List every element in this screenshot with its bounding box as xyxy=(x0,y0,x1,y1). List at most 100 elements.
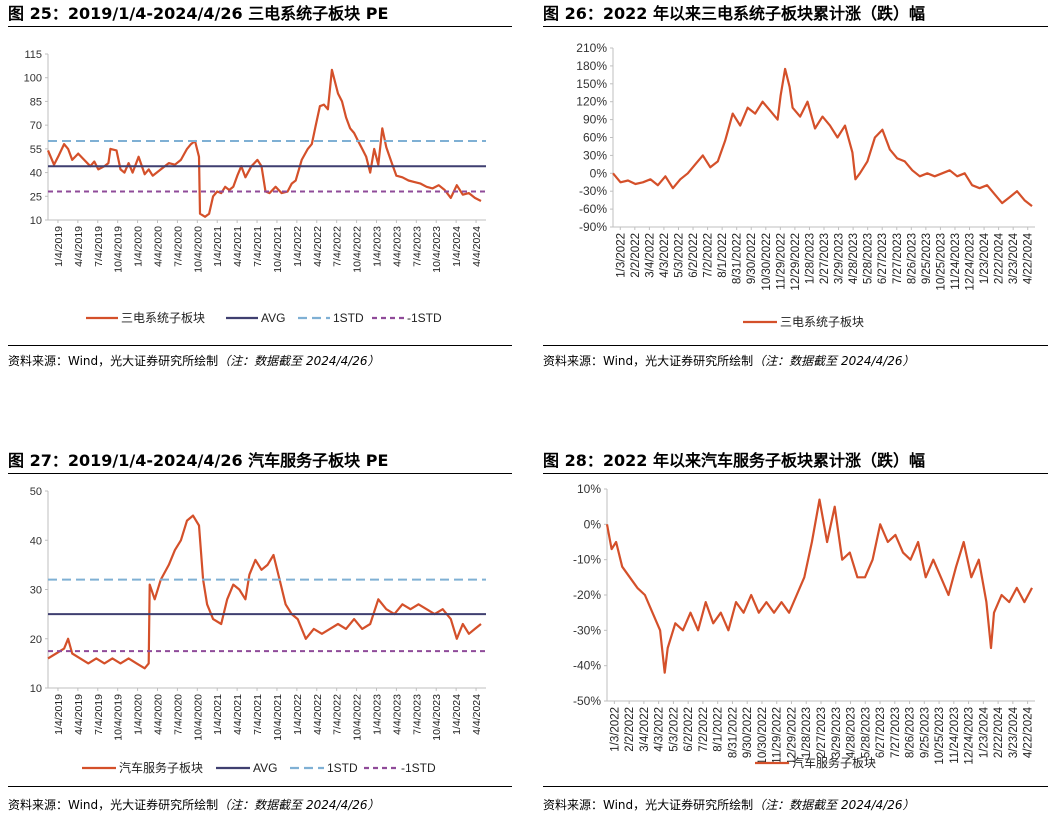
x-tick-label: 2/22/2024 xyxy=(993,706,1005,758)
x-tick-label: 4/4/2020 xyxy=(153,694,165,735)
x-tick-label: 7/4/2019 xyxy=(93,226,105,267)
x-tick-label: 2/2/2022 xyxy=(624,707,636,752)
figure-28-panel: 图 28：2022 年以来汽车服务子板块累计涨（跌）幅 10% 0% -10% -20… xyxy=(543,447,1048,819)
figure-28-title: 图 28：2022 年以来汽车服务子板块累计涨（跌）幅 xyxy=(543,451,925,470)
y-tick-label: -60% xyxy=(579,202,607,216)
x-tick-label: 7/2/2022 xyxy=(698,707,710,752)
x-tick-label: 4/4/2021 xyxy=(232,226,244,267)
x-tick-label: 10/25/2023 xyxy=(935,233,947,291)
x-tick-label: 6/2/2022 xyxy=(683,707,695,752)
x-tick-label: 7/4/2021 xyxy=(252,226,264,267)
source-text: 资料来源：Wind，光大证券研究所绘制 xyxy=(543,798,754,812)
title-rule xyxy=(8,26,512,27)
x-tick-label: 3/4/2022 xyxy=(644,233,656,278)
x-tick-label: 7/2/2022 xyxy=(703,233,715,278)
x-tick-label: 8/26/2023 xyxy=(905,707,917,758)
x-tick-label: 4/4/2020 xyxy=(153,226,165,267)
x-tick-label: 10/4/2020 xyxy=(192,694,204,741)
source-text: 资料来源：Wind，光大证券研究所绘制 xyxy=(543,354,754,368)
x-tick-label: 10/4/2021 xyxy=(272,226,284,273)
legend-label: 1STD xyxy=(327,761,358,775)
y-tick-label: 25 xyxy=(30,191,42,203)
figure-28-source: 资料来源：Wind，光大证券研究所绘制（注：数据截至 2024/4/26） xyxy=(543,796,915,813)
series-line xyxy=(47,514,482,670)
legend-label: 三电系统子板块 xyxy=(780,315,864,329)
legend-label: 1STD xyxy=(333,311,364,325)
x-tick-label: 9/25/2023 xyxy=(919,707,931,758)
y-tick-label: 90% xyxy=(583,113,607,127)
x-tick-label: 7/4/2019 xyxy=(93,694,105,735)
x-tick-label: 7/4/2023 xyxy=(411,694,423,735)
source-rule xyxy=(543,345,1048,346)
x-tick-label: 4/4/2022 xyxy=(312,694,324,735)
source-text: 资料来源：Wind，光大证券研究所绘制 xyxy=(8,354,219,368)
x-tick-label: 3/23/2024 xyxy=(1008,232,1020,284)
x-tick-label: 7/4/2022 xyxy=(332,226,344,267)
x-tick-label: 7/4/2022 xyxy=(332,694,344,735)
x-tick-label: 10/4/2021 xyxy=(272,694,284,741)
y-tick-label: 30 xyxy=(30,585,42,597)
x-tick-label: 2/27/2023 xyxy=(816,707,828,758)
x-tick-label: 1/4/2022 xyxy=(292,226,304,267)
x-tick-label: 10/25/2023 xyxy=(934,707,946,765)
x-tick-label: 1/4/2023 xyxy=(372,226,384,267)
x-tick-label: 1/28/2023 xyxy=(801,707,813,758)
figure-27-chart: 50 40 30 20 10 1/4/2019 4/4/2019 7/4/2019 10/4/2… xyxy=(30,486,486,775)
x-tick-label: 1/4/2020 xyxy=(133,226,145,267)
y-tick-label: 50 xyxy=(30,486,42,498)
x-tick-label: 11/24/2023 xyxy=(950,233,962,290)
x-tick-label: 10/4/2022 xyxy=(352,226,364,273)
y-tick-label: 60% xyxy=(583,131,607,145)
x-tick-label: 4/4/2022 xyxy=(312,226,324,267)
x-tick-label: 1/4/2020 xyxy=(133,694,145,735)
figure-27-source: 资料来源：Wind，光大证券研究所绘制（注：数据截至 2024/4/26） xyxy=(8,796,380,813)
source-note: （注：数据截至 2024/4/26） xyxy=(753,798,915,812)
x-tick-label: 7/4/2020 xyxy=(172,694,184,735)
x-tick-label: 1/3/2022 xyxy=(615,233,627,278)
x-tick-label: 10/4/2020 xyxy=(192,226,204,273)
figure-26-source: 资料来源：Wind，光大证券研究所绘制（注：数据截至 2024/4/26） xyxy=(543,352,915,369)
y-tick-label: 10% xyxy=(577,482,601,496)
x-tick-label: 3/4/2022 xyxy=(639,707,651,752)
source-note: （注：数据截至 2024/4/26） xyxy=(218,354,380,368)
figure-27-panel: 图 27：2019/1/4-2024/4/26 汽车服务子板块 PE 50 40 3… xyxy=(8,447,512,819)
x-tick-label: 10/4/2019 xyxy=(113,694,125,741)
figure-28-chart: 10% 0% -10% -20% -30% -40% -50% 1/3/2022 2/2/202… xyxy=(573,482,1035,770)
x-tick-label: 5/28/2023 xyxy=(860,707,872,758)
x-tick-label: 1/4/2021 xyxy=(212,226,224,267)
x-tick-label: 4/3/2022 xyxy=(654,707,666,752)
y-tick-label: 70 xyxy=(30,120,42,132)
series-line xyxy=(46,68,482,218)
x-tick-label: 8/31/2022 xyxy=(727,707,739,758)
x-tick-label: 4/4/2021 xyxy=(232,694,244,735)
x-tick-label: 10/4/2023 xyxy=(431,226,443,273)
x-tick-label: 5/28/2023 xyxy=(863,233,875,284)
x-tick-label: 11/29/2022 xyxy=(772,707,784,764)
legend-label: 汽车服务子板块 xyxy=(119,760,203,775)
figure-26-chart: 210% 180% 150% 120% 90% 60% 30% 0% -30% -60% -90% 1… xyxy=(576,41,1035,329)
x-tick-label: 1/4/2023 xyxy=(372,694,384,735)
y-tick-label: 150% xyxy=(576,77,607,91)
x-tick-label: 7/4/2020 xyxy=(172,226,184,267)
x-tick-label: 1/23/2024 xyxy=(979,232,991,284)
title-rule xyxy=(8,473,512,474)
y-tick-label: -50% xyxy=(573,694,601,708)
x-tick-label: 12/24/2023 xyxy=(965,233,977,291)
x-tick-label: 12/29/2022 xyxy=(790,233,802,291)
x-tick-label: 9/25/2023 xyxy=(921,233,933,284)
x-tick-label: 8/1/2022 xyxy=(717,233,729,278)
legend-label: AVG xyxy=(261,311,285,325)
x-tick-label: 2/27/2023 xyxy=(819,233,831,284)
y-tick-label: 120% xyxy=(576,95,607,109)
series-line xyxy=(612,67,1033,207)
figure-25-panel: 图 25：2019/1/4-2024/4/26 三电系统子板块 PE 115 10… xyxy=(8,0,512,380)
x-tick-label: 8/31/2022 xyxy=(732,233,744,284)
x-tick-label: 3/29/2023 xyxy=(834,233,846,284)
x-tick-label: 7/27/2023 xyxy=(890,707,902,758)
x-tick-label: 1/4/2019 xyxy=(53,226,65,267)
x-tick-label: 1/4/2024 xyxy=(451,226,463,267)
figure-27-title: 图 27：2019/1/4-2024/4/26 汽车服务子板块 PE xyxy=(8,451,389,470)
y-tick-label: 20 xyxy=(30,634,42,646)
x-tick-label: 4/4/2023 xyxy=(391,694,403,735)
y-tick-label: 100 xyxy=(24,73,42,85)
